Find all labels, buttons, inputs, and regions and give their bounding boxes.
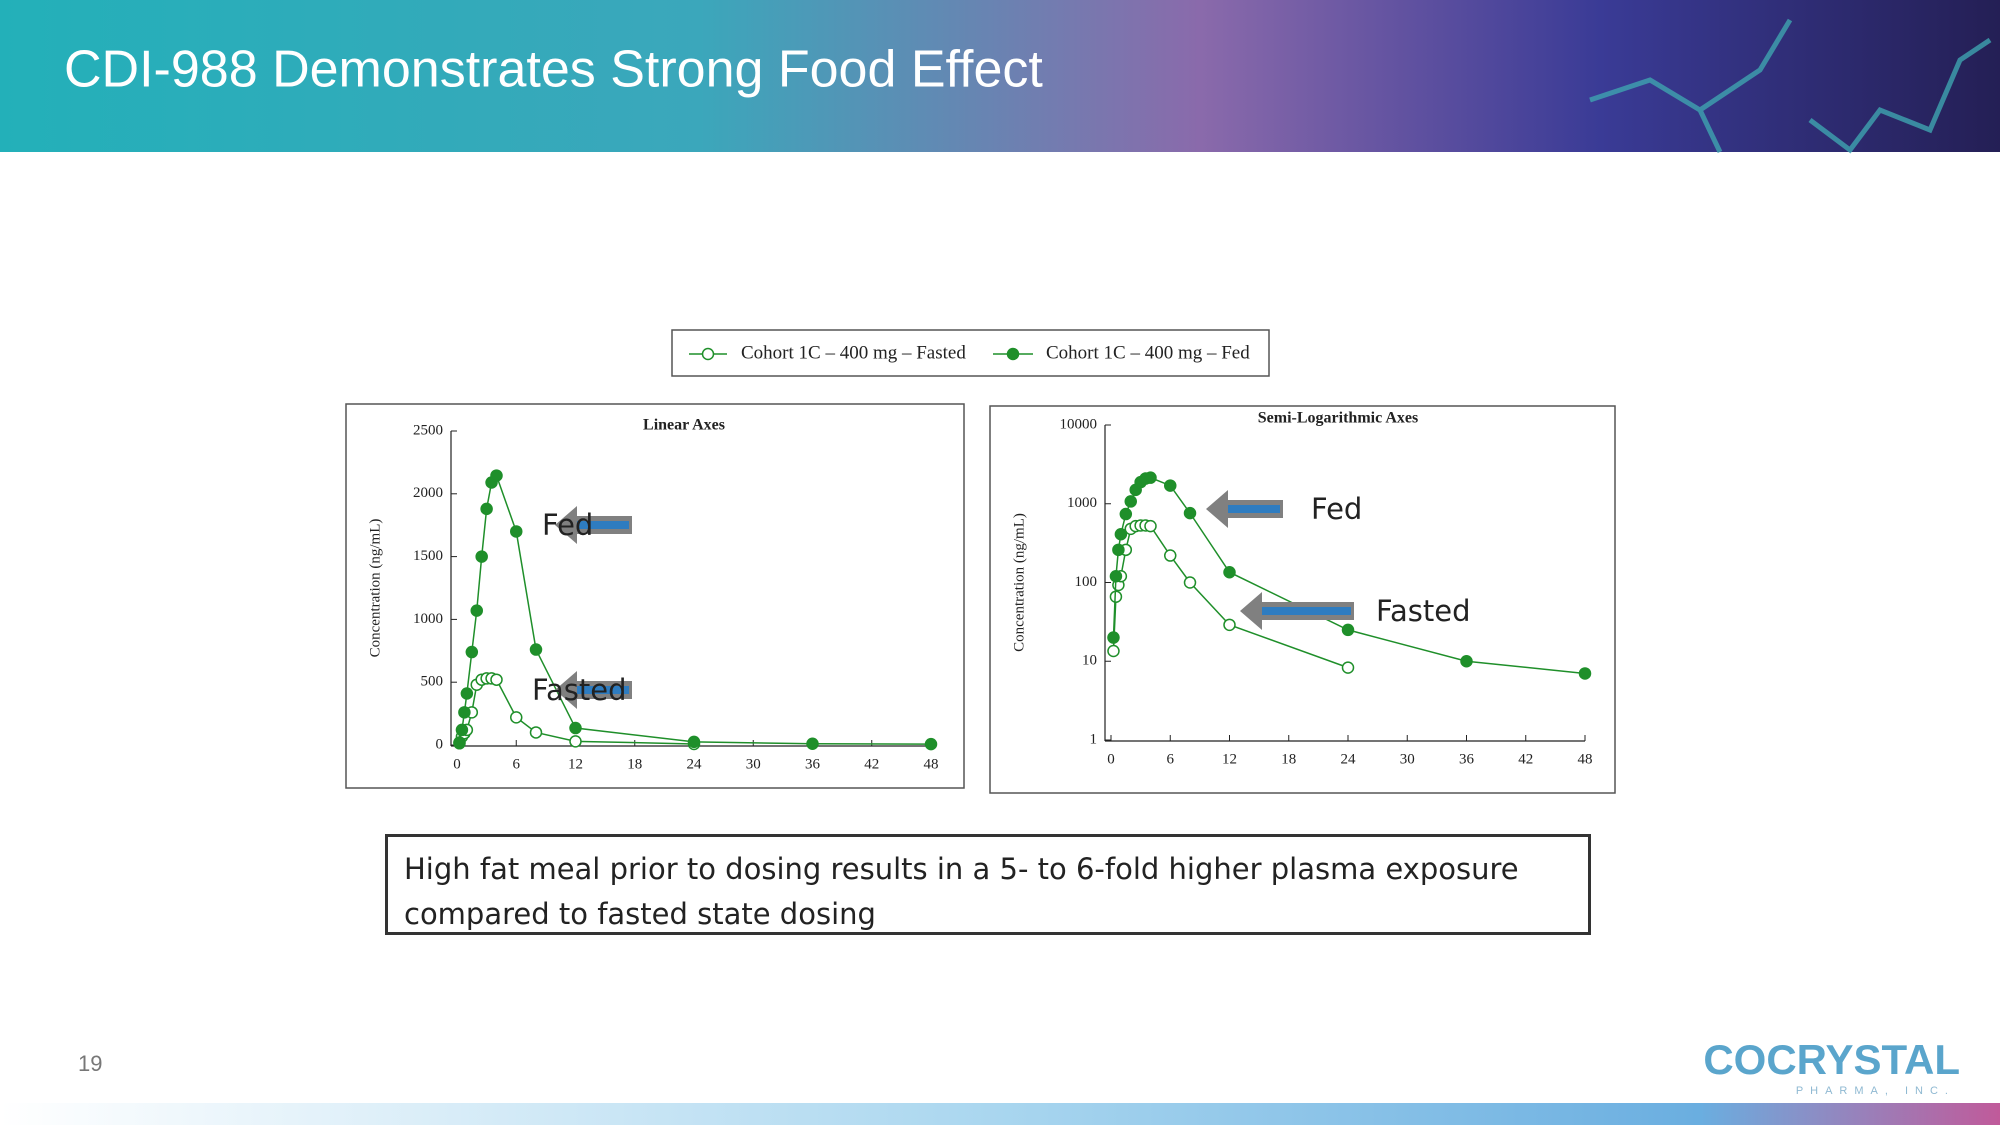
y-axis-label: Concentration (ng/mL)	[1011, 513, 1027, 652]
annotation-arrow-fill	[1228, 505, 1280, 513]
molecule-decoration	[1589, 18, 1992, 154]
data-point	[1223, 618, 1236, 632]
legend-marker	[1006, 347, 1020, 361]
legend-box	[671, 329, 1270, 377]
data-point	[687, 735, 701, 749]
x-tick-label: 12	[1222, 751, 1237, 767]
data-point	[1144, 519, 1157, 533]
series-line	[458, 473, 932, 745]
data-point	[1164, 549, 1177, 562]
legend-label: Cohort 1C – 400 mg – Fed	[1046, 342, 1250, 363]
y-tick-label: 100	[1075, 574, 1098, 590]
chart-frame	[989, 405, 1616, 794]
y-tick-label: 1500	[413, 548, 443, 564]
y-tick-label: 500	[421, 674, 444, 690]
x-tick-label: 6	[513, 756, 521, 772]
data-point	[470, 604, 483, 617]
annotation-label: Fed	[542, 508, 593, 542]
data-point	[569, 735, 582, 748]
data-point	[465, 645, 479, 659]
data-point	[455, 723, 469, 737]
data-point	[458, 706, 471, 719]
y-tick-label: 1000	[413, 611, 443, 627]
data-point	[1119, 507, 1133, 521]
y-tick-label: 1000	[1067, 495, 1097, 511]
data-point	[1114, 527, 1128, 541]
x-tick-label: 48	[1578, 751, 1593, 767]
annotation-arrow-fill	[577, 521, 629, 529]
data-point	[806, 737, 819, 750]
data-point	[529, 726, 543, 739]
annotation-label: Fasted	[532, 673, 627, 707]
chart-title: Linear Axes	[643, 417, 725, 434]
x-tick-label: 30	[1400, 751, 1415, 767]
x-tick-label: 0	[1107, 751, 1115, 767]
slide-title: CDI-988 Demonstrates Strong Food Effect	[64, 41, 1043, 99]
data-point	[1183, 576, 1197, 589]
x-tick-label: 42	[1518, 751, 1533, 767]
y-tick-label: 1	[1090, 731, 1098, 747]
legend-marker	[701, 347, 715, 361]
data-point	[1144, 471, 1157, 484]
data-point	[510, 711, 523, 724]
y-tick-label: 2500	[413, 422, 443, 438]
y-tick-label: 10000	[1060, 416, 1098, 432]
footer-band	[0, 1103, 2000, 1125]
data-point	[510, 525, 523, 538]
data-point	[529, 643, 543, 656]
data-point	[480, 502, 493, 516]
data-point	[924, 737, 938, 751]
legend-label: Cohort 1C – 400 mg – Fasted	[741, 342, 966, 363]
annotation-arrow-fill	[1262, 607, 1351, 615]
data-point	[1107, 631, 1120, 644]
annotation-arrow-fill	[577, 686, 629, 694]
x-tick-label: 12	[568, 756, 583, 772]
data-point	[490, 673, 503, 686]
data-point	[1164, 479, 1177, 492]
x-tick-label: 18	[1281, 751, 1296, 767]
data-point	[569, 721, 582, 735]
header-band	[0, 0, 2000, 152]
y-axis-label: Concentration (ng/mL)	[367, 519, 383, 658]
x-tick-label: 24	[1341, 751, 1357, 767]
data-point	[1183, 506, 1197, 520]
x-tick-label: 42	[864, 756, 879, 772]
logo-name: COCRYSTAL	[1703, 1036, 1960, 1083]
data-point	[475, 550, 488, 563]
data-point	[460, 687, 474, 700]
annotation-label: Fed	[1311, 492, 1362, 526]
data-point	[1124, 495, 1137, 508]
data-point	[490, 469, 503, 482]
data-point	[1223, 565, 1236, 579]
x-tick-label: 36	[805, 756, 821, 772]
note-box: High fat meal prior to dosing results in…	[385, 834, 1591, 935]
x-tick-label: 6	[1167, 751, 1175, 767]
y-tick-label: 0	[436, 736, 444, 752]
logo-tagline: PHARMA, INC.	[1796, 1085, 1955, 1097]
data-point	[1460, 655, 1473, 668]
data-point	[1107, 644, 1120, 658]
data-point	[453, 736, 466, 749]
x-tick-label: 18	[627, 756, 642, 772]
data-point	[1109, 570, 1123, 583]
y-tick-label: 2000	[413, 485, 443, 501]
data-point	[1341, 661, 1355, 674]
data-point	[1578, 667, 1592, 680]
x-tick-label: 48	[924, 756, 939, 772]
data-point	[1341, 623, 1355, 637]
data-point	[1112, 543, 1125, 557]
x-tick-label: 36	[1459, 751, 1475, 767]
chart-title: Semi-Logarithmic Axes	[1258, 410, 1418, 427]
chart-frame	[345, 403, 965, 789]
page-number: 19	[78, 1051, 102, 1076]
annotation-label: Fasted	[1376, 594, 1471, 628]
y-tick-label: 10	[1082, 653, 1097, 669]
x-tick-label: 24	[687, 756, 703, 772]
x-tick-label: 0	[453, 756, 461, 772]
x-tick-label: 30	[746, 756, 761, 772]
